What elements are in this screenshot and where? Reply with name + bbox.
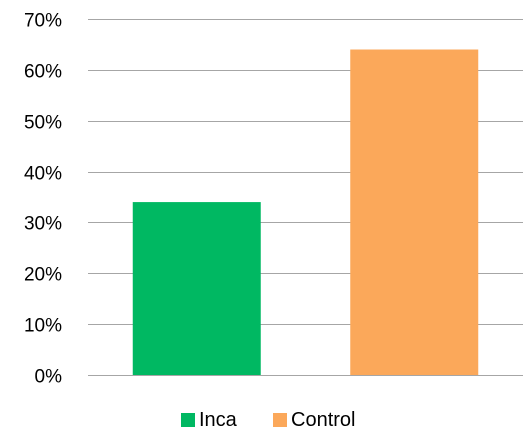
legend-swatch-control [273,413,287,427]
y-tick-label: 10% [24,316,62,337]
y-tick-label: 30% [24,214,62,235]
legend-swatch-inca [181,413,195,427]
bar-control [350,49,479,376]
y-axis-tick-labels: 0% 10% 20% 30% 40% 50% 60% 70% [24,11,62,388]
y-tick-label: 50% [24,113,62,134]
y-tick-label: 0% [35,367,63,388]
legend-label-control: Control [291,409,355,431]
bar-inca [132,202,261,375]
y-tick-label: 20% [24,265,62,286]
y-tick-label: 40% [24,164,62,185]
bars [132,49,479,376]
legend: Inca Control [181,409,355,431]
legend-label-inca: Inca [199,409,238,431]
y-tick-label: 60% [24,62,62,83]
y-tick-label: 70% [24,11,62,32]
